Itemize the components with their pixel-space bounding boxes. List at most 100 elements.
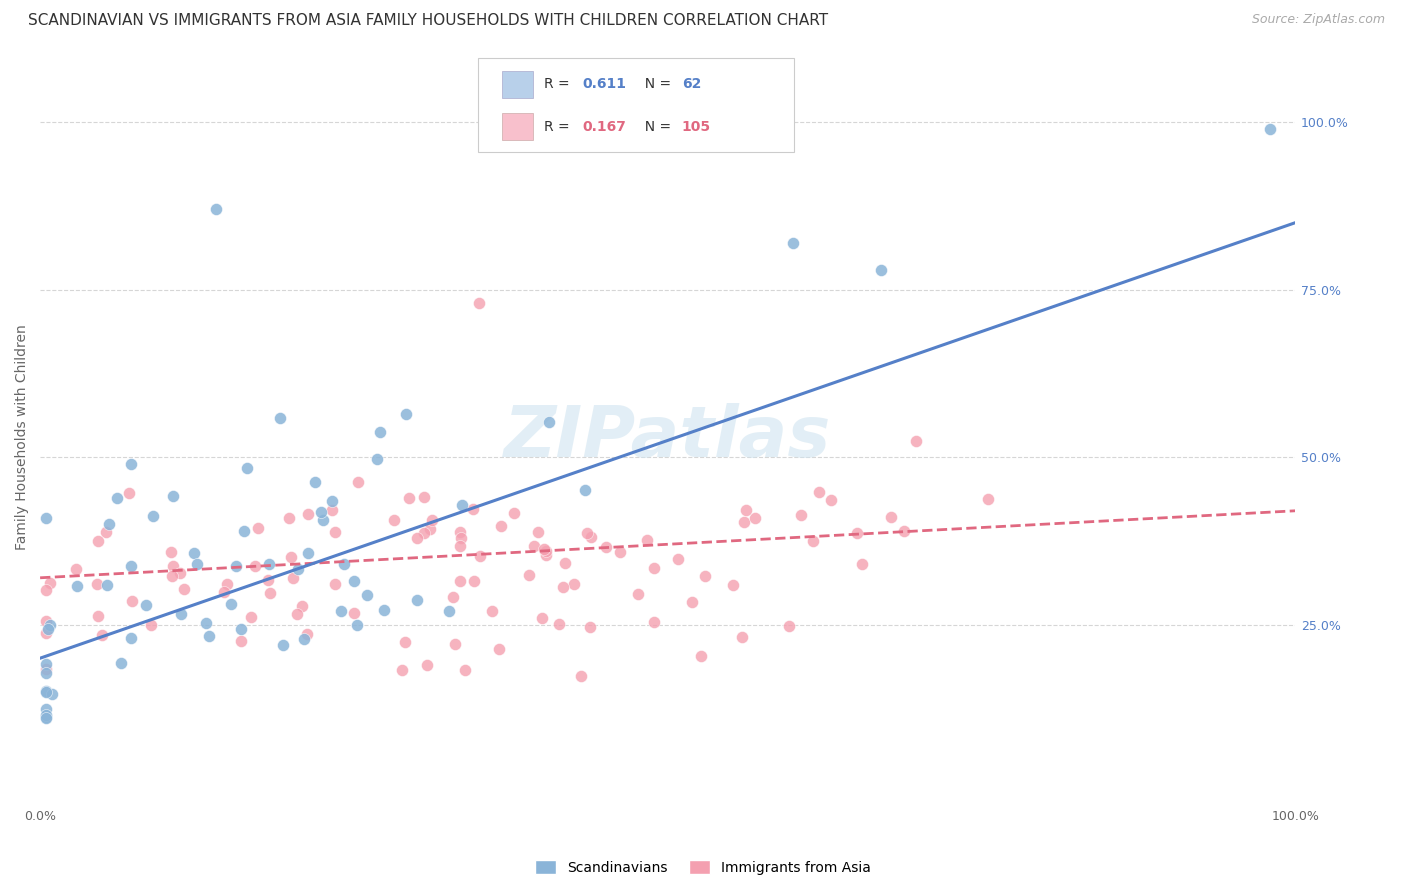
Text: 62: 62 (682, 78, 702, 91)
Point (35, 684, 58, 698)
Point (233, 524, 256, 538)
Point (271, 638, 294, 652)
Point (229, 633, 252, 648)
Point (347, 475, 370, 489)
Point (162, 489, 184, 503)
Point (323, 524, 346, 539)
Point (38, 576, 60, 591)
Point (186, 557, 208, 571)
Point (808, 485, 831, 500)
Point (304, 475, 326, 490)
Point (463, 574, 485, 588)
Point (118, 485, 141, 500)
Point (551, 581, 574, 595)
Text: 105: 105 (682, 120, 711, 134)
Point (96, 525, 118, 540)
Point (366, 452, 388, 467)
Point (37, 623, 59, 637)
Point (35, 666, 58, 681)
Point (198, 629, 221, 643)
Point (721, 578, 744, 592)
Point (530, 611, 553, 625)
Point (287, 562, 309, 576)
Point (356, 588, 378, 602)
Point (491, 518, 513, 533)
Point (91, 627, 114, 641)
Point (880, 510, 903, 524)
Text: N =: N = (636, 120, 675, 134)
Point (215, 577, 238, 591)
Point (86, 576, 108, 591)
Point (627, 587, 650, 601)
Point (162, 559, 184, 574)
Point (461, 501, 484, 516)
Point (782, 235, 804, 250)
Point (575, 526, 598, 541)
Point (321, 503, 343, 517)
Text: SCANDINAVIAN VS IMMIGRANTS FROM ASIA FAMILY HOUSEHOLDS WITH CHILDREN CORRELATION: SCANDINAVIAN VS IMMIGRANTS FROM ASIA FAM… (28, 13, 828, 29)
Point (169, 566, 191, 581)
Point (527, 525, 550, 540)
Point (231, 623, 253, 637)
Point (35, 685, 58, 699)
Point (790, 508, 813, 522)
Point (35, 710, 58, 724)
Point (412, 525, 434, 540)
Point (259, 586, 281, 600)
Point (256, 573, 278, 587)
Point (503, 506, 526, 520)
Point (323, 576, 346, 591)
Point (35, 583, 58, 598)
Point (283, 571, 305, 585)
Point (297, 507, 319, 521)
Point (519, 568, 541, 582)
Point (681, 595, 703, 609)
Point (312, 513, 335, 527)
Point (581, 531, 603, 545)
Point (96, 578, 118, 592)
Point (643, 615, 665, 630)
Point (398, 491, 420, 505)
Point (292, 632, 315, 646)
Point (394, 635, 416, 649)
Point (205, 202, 228, 217)
Point (212, 585, 235, 599)
Point (609, 545, 631, 559)
Point (416, 658, 439, 673)
Point (1258, 121, 1281, 136)
Point (160, 545, 183, 559)
Point (35, 663, 58, 677)
Point (636, 533, 658, 547)
Point (405, 593, 427, 607)
Point (643, 561, 665, 575)
Point (977, 492, 1000, 507)
Point (820, 492, 842, 507)
Point (537, 415, 560, 429)
Point (35, 626, 58, 640)
Point (120, 558, 142, 573)
Point (851, 557, 873, 571)
Point (240, 610, 263, 624)
Point (39, 618, 62, 632)
Text: N =: N = (636, 78, 675, 91)
Point (236, 461, 259, 475)
Point (343, 607, 366, 621)
Point (693, 568, 716, 582)
Point (420, 513, 443, 527)
Point (246, 521, 269, 535)
Point (488, 641, 510, 656)
Point (35, 511, 58, 525)
Point (523, 539, 546, 553)
Point (35, 657, 58, 671)
Point (343, 574, 366, 588)
Point (321, 494, 343, 508)
Point (554, 556, 576, 570)
Point (733, 515, 755, 529)
Point (35, 614, 58, 628)
Point (142, 508, 165, 523)
Point (419, 522, 441, 536)
Point (65, 562, 87, 576)
Point (35, 708, 58, 723)
Point (533, 542, 555, 557)
Point (569, 669, 592, 683)
